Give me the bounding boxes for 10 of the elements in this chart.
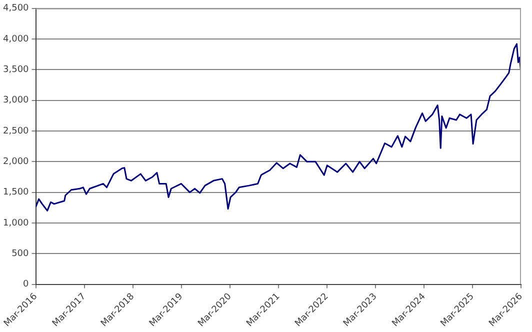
y-tick-label: 0 <box>23 280 30 290</box>
y-tick-label: 2,500 <box>3 126 30 136</box>
y-tick-label: 4,000 <box>3 34 30 44</box>
y-tick-label: 4,500 <box>3 4 30 14</box>
y-tick-label: 1,000 <box>3 218 30 228</box>
y-tick-label: 2,000 <box>3 157 30 168</box>
y-tick-label: 3,000 <box>3 96 30 106</box>
y-tick-label: 1,500 <box>3 188 30 198</box>
y-tick-label: 3,500 <box>3 65 30 76</box>
y-tick-label: 500 <box>12 248 30 259</box>
